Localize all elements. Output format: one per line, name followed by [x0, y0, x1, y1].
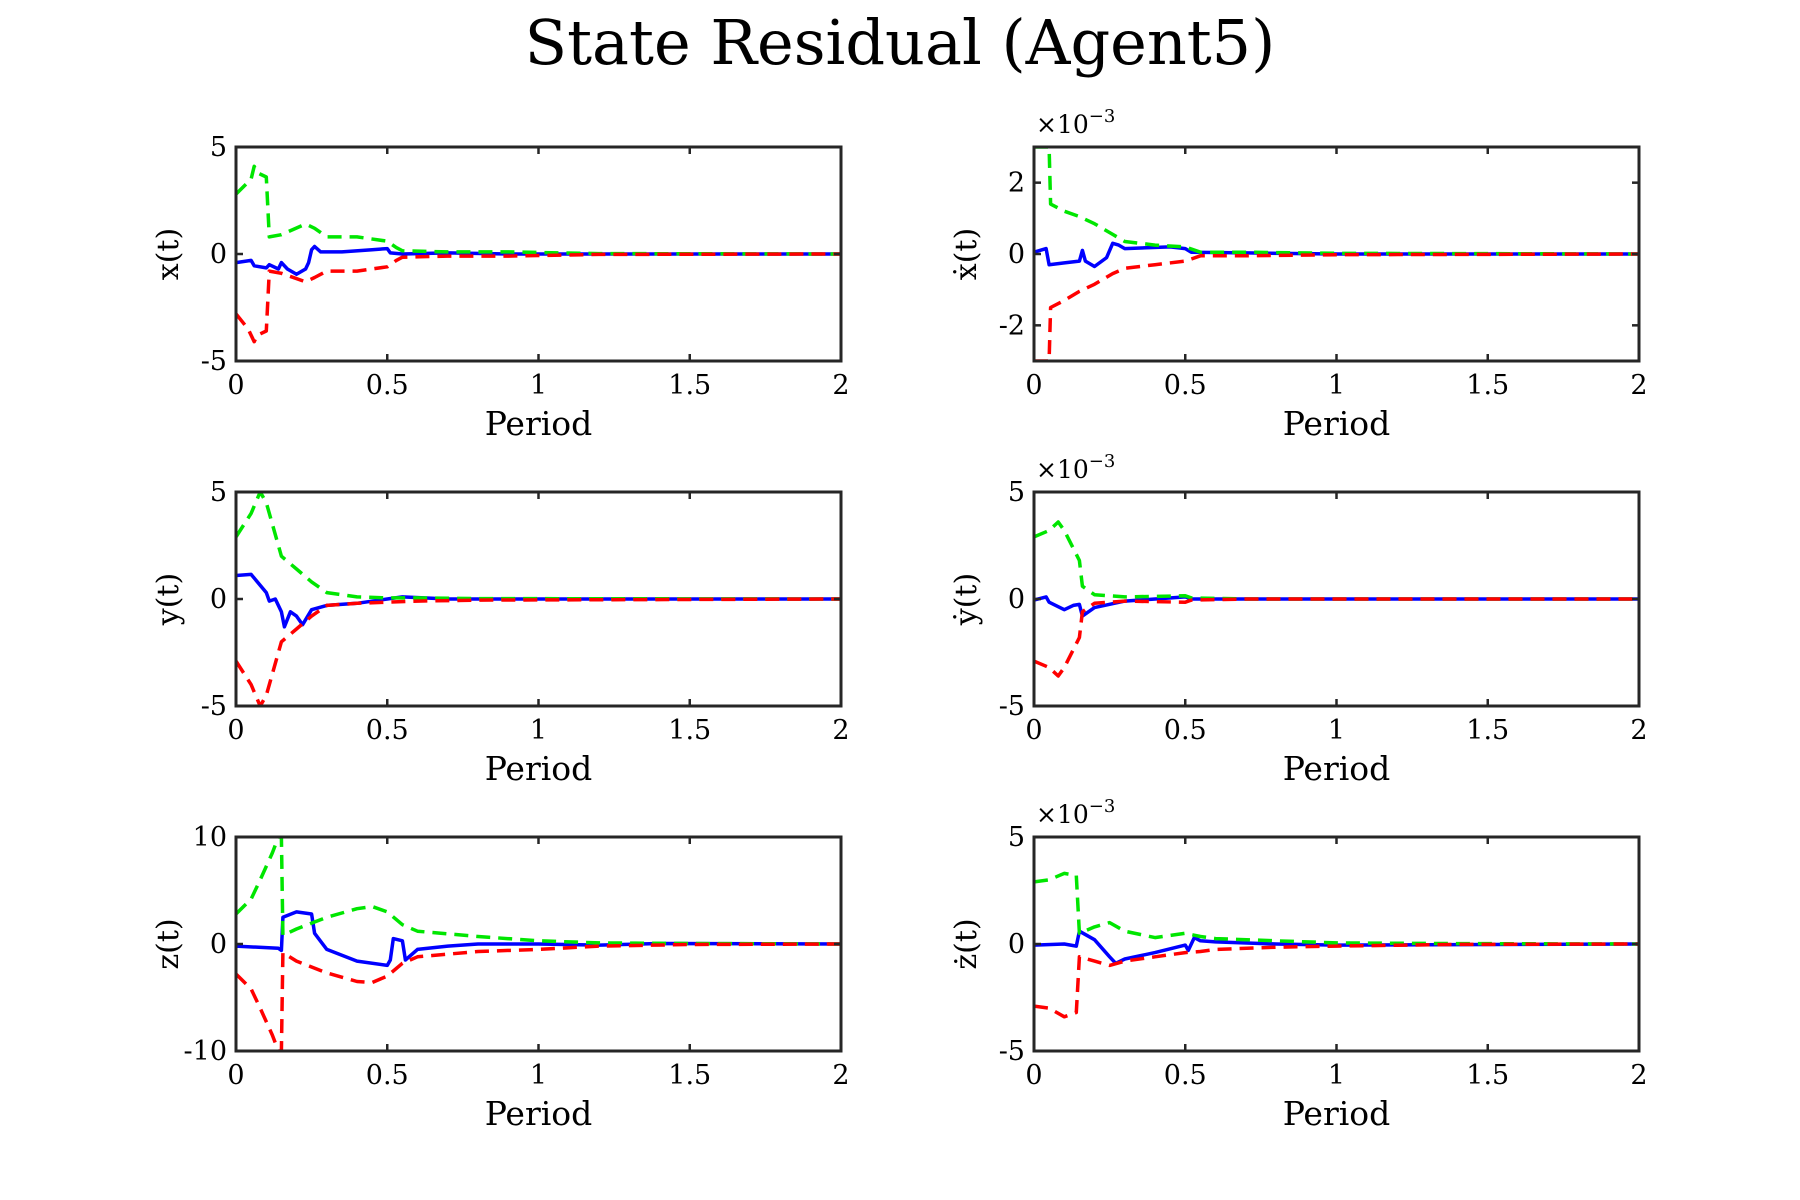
- x-tick-label: 0.5: [366, 715, 409, 746]
- y-axis-multiplier: ×10−3: [1036, 451, 1115, 484]
- series-line-red: [236, 942, 841, 1051]
- series-line-red: [236, 252, 841, 344]
- x-tick-label: 2: [1630, 715, 1647, 746]
- series-group: [1034, 520, 1639, 678]
- x-tick-label: 0: [227, 370, 244, 401]
- y-tick-label: 2: [1008, 168, 1025, 199]
- series-line-green: [236, 164, 841, 256]
- series-group: [1034, 871, 1639, 1019]
- y-tick-label: 5: [210, 477, 227, 508]
- y-axis-label: ż(t): [949, 918, 984, 969]
- x-tick-label: 2: [1630, 370, 1647, 401]
- x-tick-label: 1: [530, 715, 547, 746]
- series-group: [236, 164, 841, 344]
- y-tick-label: 0: [1008, 239, 1025, 270]
- y-axis-label: x(t): [151, 228, 186, 280]
- x-axis-label: Period: [485, 404, 593, 443]
- y-axis-label: z(t): [151, 918, 186, 969]
- x-tick-label: 1.5: [1466, 1060, 1509, 1091]
- x-tick-label: 0: [1025, 715, 1042, 746]
- y-tick-label: 0: [1008, 584, 1025, 615]
- x-tick-label: 1: [530, 1060, 547, 1091]
- x-tick-label: 0: [227, 1060, 244, 1091]
- series-line-red: [1034, 942, 1639, 1019]
- series-line-red: [236, 597, 841, 706]
- y-tick-label: 5: [1008, 822, 1025, 853]
- series-line-green: [1034, 871, 1639, 946]
- x-tick-label: 1: [1328, 1060, 1345, 1091]
- x-tick-label: 1.5: [668, 1060, 711, 1091]
- series-line-blue: [1034, 929, 1639, 966]
- x-axis-label: Period: [1283, 404, 1391, 443]
- x-tick-label: 0.5: [1164, 370, 1207, 401]
- y-tick-label: 0: [210, 929, 227, 960]
- figure-title: State Residual (Agent5): [524, 6, 1276, 79]
- series-group: [236, 492, 841, 706]
- y-axis-label: ẏ(t): [949, 573, 984, 626]
- x-tick-label: 0.5: [366, 370, 409, 401]
- y-tick-label: 5: [1008, 477, 1025, 508]
- x-tick-label: 2: [832, 370, 849, 401]
- x-axis-label: Period: [485, 749, 593, 788]
- x-tick-label: 1.5: [668, 715, 711, 746]
- x-tick-label: 0.5: [366, 1060, 409, 1091]
- x-tick-label: 1: [530, 370, 547, 401]
- y-tick-label: -5: [201, 346, 227, 377]
- y-tick-label: 0: [1008, 929, 1025, 960]
- y-tick-label: -5: [999, 691, 1025, 722]
- x-tick-label: 1: [1328, 715, 1345, 746]
- series-group: [236, 837, 841, 1051]
- y-axis-multiplier-exponent: −3: [1089, 106, 1116, 127]
- series-line-red: [1034, 597, 1639, 678]
- y-tick-label: -2: [999, 310, 1025, 341]
- y-tick-label: -5: [999, 1036, 1025, 1067]
- y-tick-label: -5: [201, 691, 227, 722]
- x-tick-label: 0: [1025, 370, 1042, 401]
- x-tick-label: 0.5: [1164, 715, 1207, 746]
- y-tick-label: 0: [210, 584, 227, 615]
- y-axis-multiplier-exponent: −3: [1089, 796, 1116, 817]
- series-group: [1034, 147, 1639, 361]
- x-tick-label: 2: [832, 715, 849, 746]
- series-line-green: [236, 492, 841, 601]
- y-axis-multiplier: ×10−3: [1036, 106, 1115, 139]
- series-line-green: [236, 837, 841, 946]
- series-line-green: [1034, 147, 1639, 256]
- x-tick-label: 1.5: [668, 370, 711, 401]
- x-tick-label: 0: [1025, 1060, 1042, 1091]
- x-axis-label: Period: [1283, 1094, 1391, 1133]
- y-axis-multiplier-exponent: −3: [1089, 451, 1116, 472]
- series-line-green: [1034, 520, 1639, 601]
- x-axis-label: Period: [1283, 749, 1391, 788]
- series-line-blue: [236, 244, 841, 277]
- y-tick-label: 10: [193, 822, 227, 853]
- x-tick-label: 0.5: [1164, 1060, 1207, 1091]
- x-tick-label: 0: [227, 715, 244, 746]
- y-axis-multiplier: ×10−3: [1036, 796, 1115, 829]
- y-tick-label: 5: [210, 132, 227, 163]
- y-axis-label: y(t): [151, 573, 186, 626]
- x-tick-label: 2: [1630, 1060, 1647, 1091]
- x-tick-label: 1: [1328, 370, 1345, 401]
- series-line-blue: [236, 910, 841, 968]
- x-tick-label: 2: [832, 1060, 849, 1091]
- y-tick-label: 0: [210, 239, 227, 270]
- x-tick-label: 1.5: [1466, 715, 1509, 746]
- x-axis-label: Period: [485, 1094, 593, 1133]
- x-tick-label: 1.5: [1466, 370, 1509, 401]
- y-tick-label: -10: [184, 1036, 227, 1067]
- series-line-red: [1034, 252, 1639, 361]
- y-axis-label: ẋ(t): [949, 228, 984, 280]
